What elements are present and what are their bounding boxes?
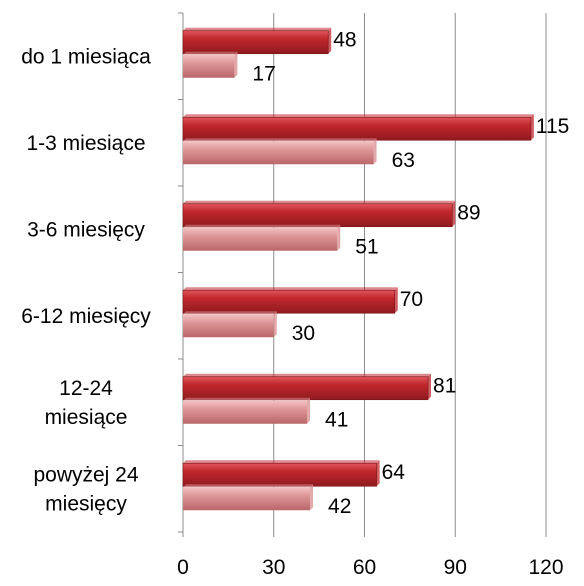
data-label: 17: [252, 62, 275, 85]
x-tick-label: 30: [262, 556, 285, 579]
bar-top: [183, 200, 456, 204]
category-label: 6-12 miesięcy: [21, 305, 151, 328]
data-label: 70: [400, 288, 423, 311]
bar: [183, 227, 338, 251]
bar-top: [183, 114, 534, 118]
bar: [182, 116, 532, 141]
bar-top: [183, 460, 380, 464]
bar: [183, 400, 308, 424]
category-label: miesiące: [45, 406, 128, 429]
data-label: 41: [325, 408, 348, 431]
x-tick-label: 0: [177, 556, 189, 579]
bar: [182, 289, 396, 314]
bar: [182, 376, 429, 401]
bar-side: [310, 484, 314, 511]
bar-side: [376, 460, 380, 487]
data-label: 30: [292, 322, 315, 345]
bar-side: [530, 114, 534, 141]
category-label: do 1 miesiąca: [21, 45, 151, 68]
bar-side: [373, 138, 377, 165]
bar-top: [183, 484, 314, 488]
data-label: 115: [536, 115, 569, 138]
bar: [182, 462, 377, 487]
category-label: miesięcy: [45, 492, 127, 515]
category-label: 12-24: [59, 377, 113, 400]
bar-top: [183, 224, 341, 228]
bar-side: [452, 200, 456, 227]
bar-side: [234, 51, 238, 78]
bar-top: [183, 51, 238, 55]
data-label: 51: [355, 235, 378, 258]
category-label: 3-6 miesięcy: [27, 218, 145, 241]
data-label: 63: [392, 149, 415, 172]
bar-top: [183, 311, 277, 315]
bar-side: [273, 311, 277, 338]
x-tick-label: 120: [528, 556, 563, 579]
bar-top: [183, 287, 398, 291]
data-label: 48: [333, 28, 356, 51]
x-tick-label: 60: [353, 556, 376, 579]
bar-top: [183, 373, 432, 377]
bar: [183, 54, 235, 78]
bar: [182, 203, 453, 228]
data-label: 42: [328, 495, 351, 518]
bar-side: [328, 27, 332, 54]
data-label: 89: [457, 201, 480, 224]
bar-top: [183, 397, 311, 401]
category-label: 1-3 miesiące: [26, 132, 145, 155]
bar-side: [394, 287, 398, 314]
bar: [183, 487, 311, 511]
bar-top: [183, 27, 332, 31]
bar: [182, 30, 329, 55]
bar-top: [183, 138, 377, 142]
data-label: 64: [382, 461, 406, 484]
bar: [183, 314, 274, 338]
category-label: powyżej 24: [33, 463, 138, 486]
x-tick-label: 90: [444, 556, 467, 579]
bar-side: [337, 224, 341, 251]
data-label: 81: [433, 374, 456, 397]
bar: [183, 141, 374, 165]
bar-side: [428, 373, 432, 400]
bar-side: [307, 397, 311, 424]
